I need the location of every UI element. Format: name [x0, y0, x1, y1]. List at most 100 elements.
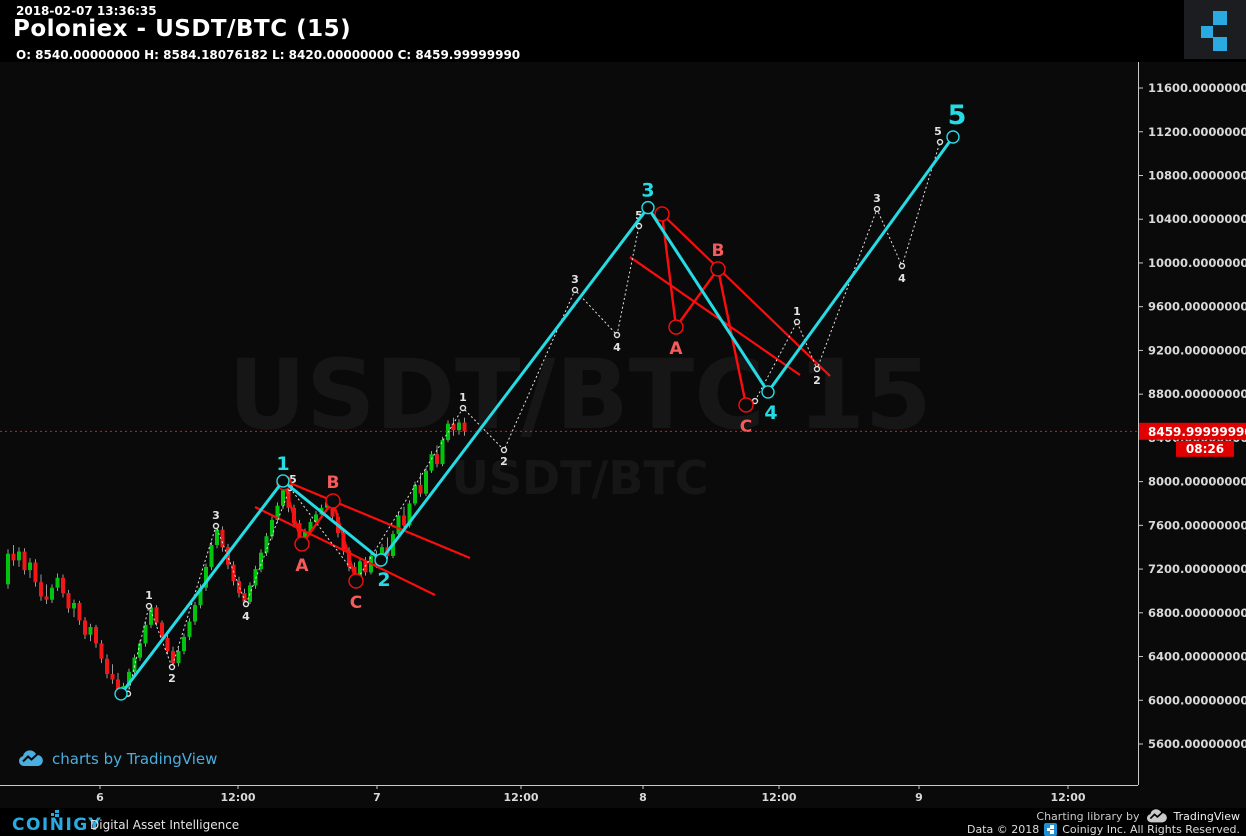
white-sub-wave-left-point[interactable]: [242, 600, 250, 608]
candle-body: [94, 627, 98, 644]
candle-body: [418, 484, 423, 494]
white-sub-wave-left-point[interactable]: [145, 602, 153, 610]
red-abc-correction-upper-point[interactable]: [710, 261, 726, 277]
copyright-suffix: Coinigy Inc. All Rights Reserved.: [1062, 823, 1240, 836]
trendline[interactable]: [629, 256, 801, 376]
white-sub-wave-right-layer[interactable]: 1 2 3 4 5: [751, 125, 944, 405]
trendline[interactable]: [254, 505, 436, 596]
tradingview-attribution[interactable]: charts by TradingView: [18, 750, 217, 768]
red-abc-correction-upper-point[interactable]: [654, 206, 670, 222]
candle-body: [204, 566, 208, 588]
cyan-impulse-wave-layer[interactable]: 1 2 3 4 5: [114, 100, 966, 701]
price-chart-canvas[interactable]: USDT/BTC 15USDT/BTC123451234512345ABCABC…: [0, 62, 1246, 808]
chart-header: 2018-02-07 13:36:35 Poloniex - USDT/BTC …: [0, 0, 1246, 62]
white-sub-wave-mid-point[interactable]: [635, 222, 643, 230]
candle-body: [209, 545, 214, 567]
candle-body: [99, 643, 104, 659]
white-sub-wave-mid[interactable]: [357, 225, 640, 579]
white-sub-wave-mid-point[interactable]: [459, 404, 467, 412]
time-axis[interactable]: 6 12:00 7 12:00 8 12:00 9 12:00: [0, 785, 1138, 804]
price-tick-label: 6800.00000000: [1148, 606, 1246, 620]
white-sub-wave-mid-point[interactable]: [571, 286, 579, 294]
candle-body: [303, 531, 307, 538]
candle-body: [264, 536, 269, 553]
candle-body: [413, 484, 417, 504]
white-sub-wave-right-point[interactable]: [813, 365, 821, 373]
cyan-impulse-wave-point[interactable]: [946, 130, 960, 144]
price-tick-label: 5600.00000000: [1148, 737, 1246, 751]
cyan-impulse-wave-point[interactable]: [114, 687, 128, 701]
coinigy-brand-icon: [51, 810, 59, 817]
candle-body: [105, 658, 109, 675]
svg-text:USDT/BTC: USDT/BTC: [451, 451, 708, 505]
time-tick-label: 12:00: [761, 791, 796, 804]
red-abc-correction-lower[interactable]: [282, 482, 358, 582]
white-sub-wave-left-tail[interactable]: [289, 487, 359, 579]
candle-body: [171, 651, 175, 664]
price-tick-label: 7600.00000000: [1148, 518, 1246, 532]
candle-body: [77, 602, 82, 621]
white-sub-wave-left-point[interactable]: [168, 663, 176, 671]
cyan-impulse-wave-point[interactable]: [276, 474, 290, 488]
red-abc-correction-upper-point[interactable]: [668, 319, 684, 335]
candle-body: [314, 514, 318, 523]
white-sub-wave-left-point[interactable]: [212, 522, 220, 530]
time-tick-label: 12:00: [1050, 791, 1085, 804]
white-sub-wave-mid-point[interactable]: [500, 446, 508, 454]
white-sub-wave-right-point[interactable]: [898, 262, 906, 270]
copyright-notice: Data © 2018 Coinigy Inc. All Rights Rese…: [967, 823, 1240, 836]
candle-body: [253, 569, 258, 586]
candle-body: [154, 607, 159, 623]
countdown-tag: 08:26: [1176, 440, 1234, 457]
red-abc-correction-upper-label: C: [740, 417, 752, 437]
white-sub-wave-right-label: 4: [898, 272, 906, 285]
white-sub-wave-left-label: 1: [145, 589, 153, 602]
white-sub-wave-right[interactable]: [754, 141, 941, 402]
footer-bar: COINIGY Digital Asset Intelligence Chart…: [0, 808, 1246, 836]
white-sub-wave-mid-point[interactable]: [613, 331, 621, 339]
red-abc-correction-upper-label: A: [669, 339, 683, 359]
candle-body: [83, 620, 87, 635]
red-abc-correction-upper-point[interactable]: [738, 397, 754, 413]
time-tick-label: 8: [639, 791, 647, 804]
white-sub-wave-left-layer[interactable]: 1 2 3 4 5: [124, 473, 297, 697]
red-abc-correction-lower-point[interactable]: [348, 573, 364, 589]
cyan-impulse-wave-point[interactable]: [761, 385, 775, 399]
cyan-impulse-wave[interactable]: [119, 136, 955, 695]
candle-body: [198, 587, 203, 606]
time-tick-label: 12:00: [503, 791, 538, 804]
price-tick-label: 6000.00000000: [1148, 693, 1246, 707]
white-sub-wave-left-label: 2: [168, 672, 176, 685]
red-abc-correction-lower-point[interactable]: [294, 536, 310, 552]
tradingview-logo-icon: [18, 750, 43, 766]
price-tick-label: 10000.00000000: [1148, 256, 1246, 270]
trendline[interactable]: [661, 213, 831, 377]
last-price-tag: 8459.99999990: [1139, 422, 1246, 440]
white-sub-wave-mid-layer[interactable]: 1 2 3 4 5: [354, 209, 643, 582]
white-sub-wave-right-point[interactable]: [793, 318, 801, 326]
trendline[interactable]: [289, 482, 471, 560]
candle-body: [110, 674, 115, 680]
candle-body: [22, 551, 27, 571]
white-sub-wave-right-point[interactable]: [873, 205, 881, 213]
cyan-impulse-wave-point[interactable]: [374, 553, 388, 567]
coinigy-logo-icon: [1213, 11, 1227, 25]
candle-body: [396, 515, 401, 535]
coinigy-wordmark[interactable]: COINIGY: [12, 815, 103, 835]
white-sub-wave-left-tail-layer[interactable]: [289, 487, 359, 579]
candle-body: [182, 636, 186, 652]
price-tick-label: 10800.00000000: [1148, 168, 1246, 182]
red-abc-correction-lower-label: B: [327, 473, 340, 493]
candle-body: [88, 627, 93, 635]
coinigy-logo[interactable]: [1184, 0, 1246, 59]
red-abc-correction-lower-point[interactable]: [325, 493, 341, 509]
red-abc-correction-lower-layer[interactable]: A B C: [276, 473, 364, 613]
chart-title: Poloniex - USDT/BTC (15): [13, 16, 352, 42]
cyan-impulse-wave-point[interactable]: [641, 200, 655, 215]
white-sub-wave-mid-label: 1: [459, 391, 467, 404]
white-sub-wave-right-point[interactable]: [936, 138, 944, 146]
white-sub-wave-mid-label: 4: [613, 341, 621, 354]
cyan-impulse-wave-label: 4: [764, 402, 777, 424]
tradingview-name[interactable]: TradingView: [1173, 810, 1240, 823]
price-tick-label: 6400.00000000: [1148, 650, 1246, 664]
